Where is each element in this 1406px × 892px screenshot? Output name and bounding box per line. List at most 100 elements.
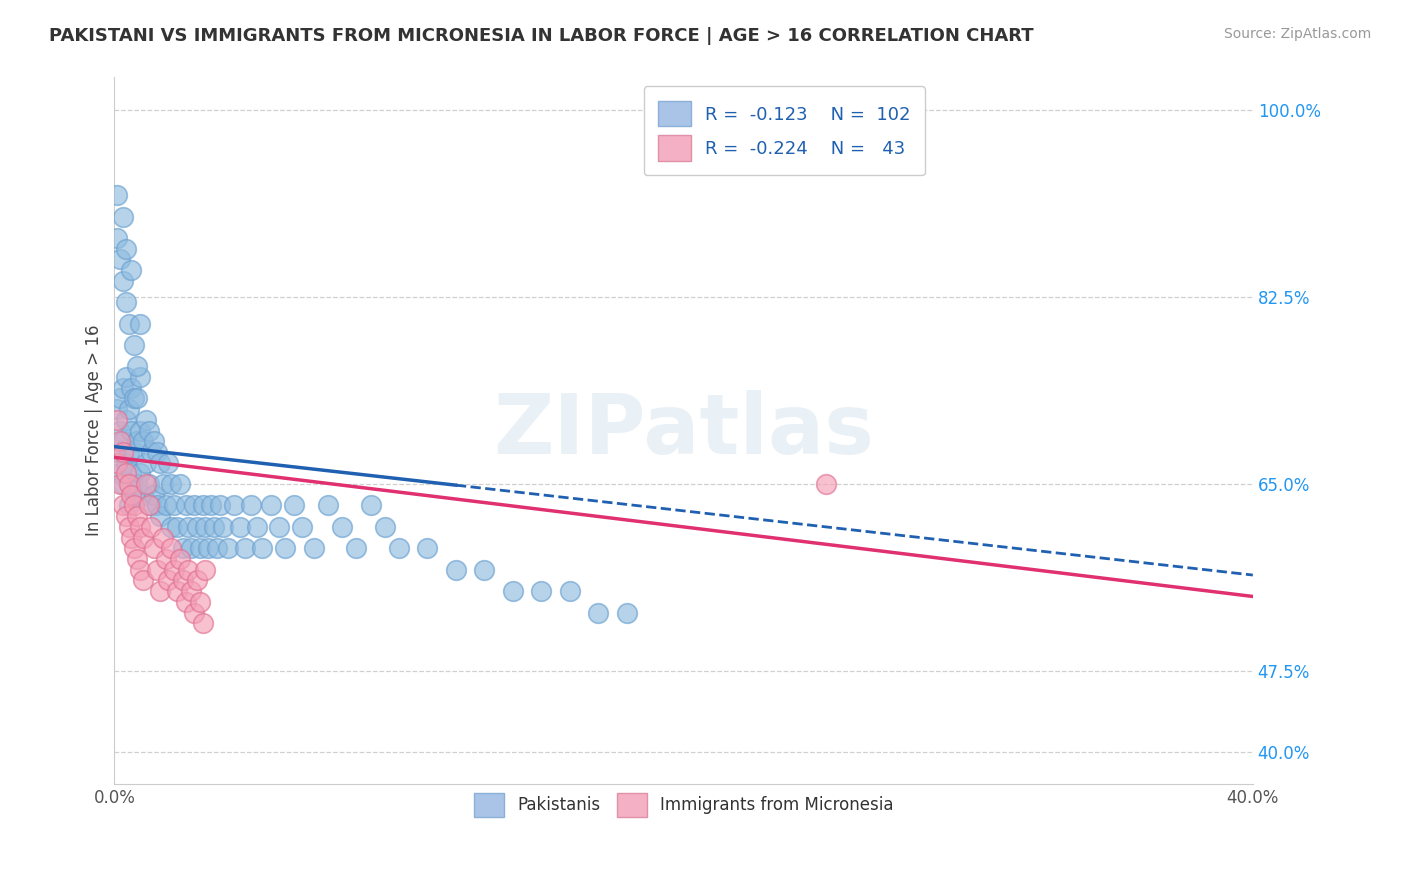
Point	[121, 488, 143, 502]
Point	[260, 499, 283, 513]
Point	[149, 584, 172, 599]
Point	[121, 263, 143, 277]
Point	[157, 574, 180, 588]
Point	[111, 274, 134, 288]
Point	[180, 541, 202, 556]
Point	[138, 424, 160, 438]
Point	[129, 520, 152, 534]
Point	[558, 584, 581, 599]
Point	[269, 520, 291, 534]
Point	[108, 392, 131, 406]
Point	[177, 563, 200, 577]
Point	[114, 509, 136, 524]
Point	[616, 606, 638, 620]
Point	[586, 606, 609, 620]
Point	[111, 381, 134, 395]
Point	[177, 520, 200, 534]
Point	[129, 317, 152, 331]
Point	[174, 595, 197, 609]
Point	[191, 499, 214, 513]
Point	[114, 242, 136, 256]
Point	[186, 520, 208, 534]
Point	[117, 402, 139, 417]
Point	[127, 552, 149, 566]
Point	[360, 499, 382, 513]
Point	[111, 477, 134, 491]
Point	[302, 541, 325, 556]
Point	[124, 499, 146, 513]
Point	[105, 402, 128, 417]
Point	[155, 499, 177, 513]
Point	[330, 520, 353, 534]
Point	[172, 574, 194, 588]
Point	[132, 434, 155, 449]
Point	[211, 520, 233, 534]
Point	[132, 574, 155, 588]
Point	[160, 520, 183, 534]
Point	[108, 477, 131, 491]
Point	[127, 477, 149, 491]
Point	[135, 477, 157, 491]
Legend: Pakistanis, Immigrants from Micronesia: Pakistanis, Immigrants from Micronesia	[465, 785, 901, 825]
Point	[160, 541, 183, 556]
Y-axis label: In Labor Force | Age > 16: In Labor Force | Age > 16	[86, 325, 103, 536]
Point	[105, 445, 128, 459]
Point	[291, 520, 314, 534]
Point	[146, 499, 169, 513]
Point	[121, 531, 143, 545]
Point	[163, 499, 186, 513]
Point	[121, 381, 143, 395]
Point	[114, 413, 136, 427]
Point	[374, 520, 396, 534]
Point	[180, 584, 202, 599]
Point	[129, 424, 152, 438]
Point	[163, 563, 186, 577]
Point	[117, 499, 139, 513]
Point	[157, 456, 180, 470]
Point	[129, 467, 152, 481]
Point	[416, 541, 439, 556]
Point	[152, 477, 174, 491]
Point	[124, 488, 146, 502]
Point	[222, 499, 245, 513]
Point	[149, 456, 172, 470]
Point	[814, 477, 837, 491]
Point	[143, 541, 166, 556]
Text: ZIPatlas: ZIPatlas	[494, 390, 875, 471]
Point	[117, 477, 139, 491]
Point	[217, 541, 239, 556]
Point	[138, 477, 160, 491]
Point	[108, 434, 131, 449]
Point	[143, 488, 166, 502]
Point	[252, 541, 274, 556]
Point	[132, 531, 155, 545]
Point	[141, 520, 163, 534]
Point	[108, 467, 131, 481]
Point	[117, 445, 139, 459]
Point	[141, 499, 163, 513]
Point	[146, 563, 169, 577]
Point	[111, 499, 134, 513]
Point	[105, 413, 128, 427]
Point	[114, 456, 136, 470]
Point	[114, 370, 136, 384]
Point	[183, 606, 205, 620]
Point	[228, 520, 250, 534]
Point	[246, 520, 269, 534]
Point	[194, 563, 217, 577]
Point	[202, 520, 225, 534]
Point	[191, 616, 214, 631]
Point	[149, 509, 172, 524]
Point	[132, 488, 155, 502]
Point	[169, 477, 191, 491]
Point	[388, 541, 411, 556]
Point	[105, 231, 128, 245]
Point	[124, 338, 146, 352]
Point	[160, 477, 183, 491]
Point	[129, 370, 152, 384]
Point	[188, 541, 211, 556]
Point	[174, 499, 197, 513]
Point	[166, 584, 188, 599]
Point	[186, 574, 208, 588]
Point	[143, 434, 166, 449]
